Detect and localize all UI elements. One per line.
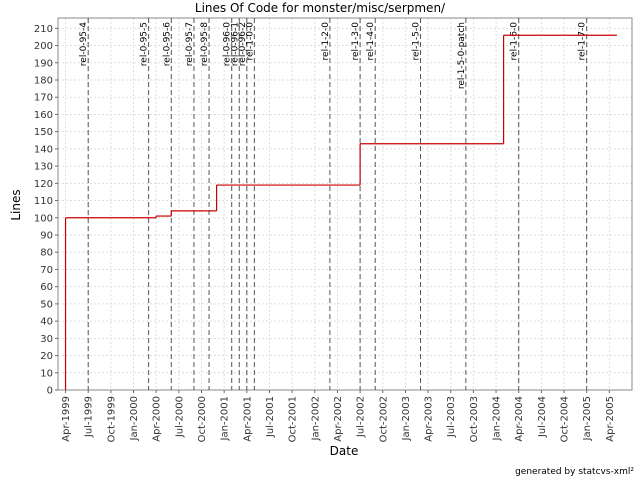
release-label: rel-0-95-5	[140, 22, 150, 66]
release-label: rel-1-5-0	[412, 22, 422, 61]
y-tick-label: 0	[47, 386, 53, 397]
y-tick-label: 170	[34, 93, 53, 104]
y-tick-label: 190	[34, 58, 53, 69]
x-tick-label: Jul-2002	[356, 396, 367, 438]
x-tick-label: Oct-2001	[288, 396, 299, 442]
y-tick-label: 210	[34, 24, 53, 35]
x-tick-label: Oct-2003	[469, 396, 480, 442]
x-axis-label: Date	[330, 444, 359, 458]
release-label: rel-1-0-0	[245, 22, 255, 61]
y-tick-label: 10	[40, 368, 53, 379]
x-tick-label: Jul-2003	[446, 396, 457, 438]
release-label: rel-1-4-0	[366, 22, 376, 61]
y-tick-label: 180	[34, 76, 53, 87]
release-label: rel-0-95-7	[185, 22, 195, 66]
x-tick-label: Apr-2005	[605, 396, 616, 442]
x-tick-label: Jan-2004	[492, 396, 503, 441]
y-tick-label: 140	[34, 144, 53, 155]
x-tick-label: Apr-2000	[152, 396, 163, 442]
release-label: rel-0-95-4	[79, 22, 89, 66]
chart-title: Lines Of Code for monster/misc/serpmen/	[195, 1, 446, 15]
y-tick-label: 20	[40, 351, 53, 362]
x-tick-label: Oct-2000	[197, 396, 208, 442]
y-tick-label: 150	[34, 127, 53, 138]
x-tick-label: Jan-2002	[310, 396, 321, 441]
x-tick-label: Apr-1999	[61, 396, 72, 442]
release-label: rel-0-96-1	[230, 22, 240, 66]
release-label: rel-1-6-0	[510, 22, 520, 61]
y-tick-label: 60	[40, 282, 53, 293]
y-tick-label: 80	[40, 248, 53, 259]
x-tick-label: Oct-1999	[106, 396, 117, 442]
y-tick-label: 100	[34, 213, 53, 224]
release-label: rel-0-96-0	[223, 22, 233, 66]
x-tick-label: Apr-2004	[514, 396, 525, 442]
x-tick-label: Apr-2001	[242, 396, 253, 442]
x-tick-label: Jul-1999	[84, 396, 95, 438]
x-tick-label: Jul-2001	[265, 396, 276, 438]
y-tick-label: 110	[34, 196, 53, 207]
release-label: rel-1-3-0	[351, 22, 361, 61]
release-label: rel-1-7-0	[578, 22, 588, 61]
x-tick-label: Oct-2002	[378, 396, 389, 442]
x-tick-label: Jan-2001	[220, 396, 231, 441]
release-label: rel-1-2-0	[321, 22, 331, 61]
y-tick-label: 130	[34, 162, 53, 173]
x-tick-label: Jul-2004	[537, 396, 548, 438]
x-tick-label: Jul-2000	[174, 396, 185, 438]
y-tick-label: 30	[40, 334, 53, 345]
plot-frame	[57, 17, 633, 391]
y-tick-label: 70	[40, 265, 53, 276]
y-tick-label: 50	[40, 299, 53, 310]
x-tick-label: Jan-2003	[401, 396, 412, 441]
release-label: rel-0-95-6	[162, 22, 172, 66]
y-tick-label: 160	[34, 110, 53, 121]
footer: generated by statcvs-xml²	[515, 467, 634, 477]
x-tick-label: Oct-2004	[560, 396, 571, 442]
y-axis-label: Lines	[9, 189, 23, 220]
x-tick-label: Apr-2002	[333, 396, 344, 442]
x-tick-label: Apr-2003	[424, 396, 435, 442]
release-label: rel-0-95-8	[200, 22, 210, 66]
x-tick-label: Jan-2000	[129, 396, 140, 441]
release-label: rel-0-96-2	[238, 22, 248, 66]
x-tick-label: Jan-2005	[582, 396, 593, 441]
y-tick-label: 90	[40, 231, 53, 242]
y-tick-label: 40	[40, 317, 53, 328]
release-label: rel-1-5-0-patch	[457, 22, 467, 89]
y-tick-label: 120	[34, 179, 53, 190]
y-tick-label: 200	[34, 41, 53, 52]
